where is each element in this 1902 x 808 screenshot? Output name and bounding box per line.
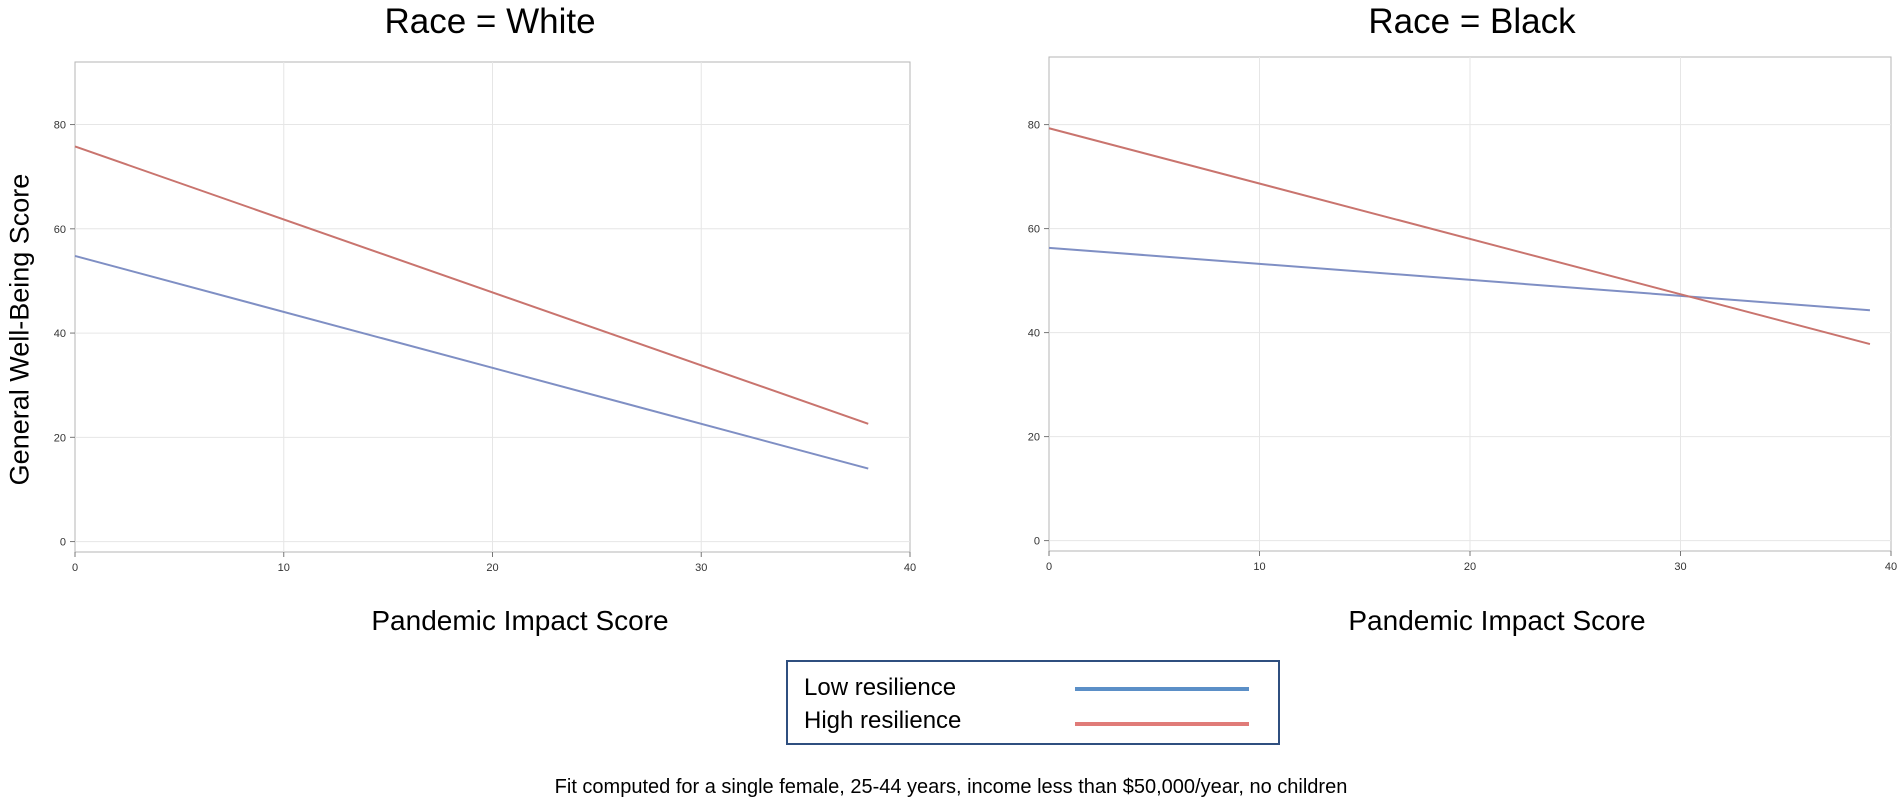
series-line-high-resilience-0 [74, 145, 869, 425]
x-tick-label-1-3: 30 [1674, 561, 1686, 573]
chart-title-white: Race = White [384, 2, 596, 41]
y-tick-label-0-2: 40 [54, 328, 66, 340]
y-tick-label-1-1: 20 [1028, 432, 1040, 444]
x-tick-label-0-4: 40 [904, 562, 916, 574]
series-line-low-resilience-1 [1048, 246, 1871, 312]
y-tick-label-1-0: 0 [1034, 536, 1040, 548]
legend-swatch-low [1075, 687, 1249, 691]
footnote: Fit computed for a single female, 25-44 … [554, 776, 1348, 798]
x-tick-label-1-2: 20 [1464, 561, 1476, 573]
x-tick-label-0-2: 20 [486, 562, 498, 574]
chart-title-black: Race = Black [1368, 2, 1576, 41]
legend-swatch-high [1075, 722, 1249, 726]
y-tick-label-1-4: 80 [1028, 120, 1040, 132]
y-tick-label-0-0: 0 [60, 537, 66, 549]
legend-label-high: High resilience [804, 707, 962, 734]
y-tick-label-0-1: 20 [54, 432, 66, 444]
y-tick-label-0-4: 80 [54, 120, 66, 132]
x-axis-label-black: Pandemic Impact Score [1348, 605, 1646, 636]
x-tick-label-0-1: 10 [278, 562, 290, 574]
y-tick-label-0-3: 60 [54, 224, 66, 236]
series-line-high-resilience-1 [1048, 127, 1871, 346]
legend-label-low: Low resilience [804, 674, 957, 701]
legend: Low resilience High resilience [786, 660, 1280, 745]
series-line-low-resilience-0 [74, 254, 869, 470]
x-tick-label-1-1: 10 [1253, 561, 1265, 573]
x-tick-label-1-0: 0 [1046, 561, 1052, 573]
x-tick-label-0-3: 30 [695, 562, 707, 574]
y-tick-label-1-3: 60 [1028, 224, 1040, 236]
x-tick-label-1-4: 40 [1885, 561, 1897, 573]
x-tick-label-0-0: 0 [72, 562, 78, 574]
y-tick-label-1-2: 40 [1028, 328, 1040, 340]
x-axis-label-white: Pandemic Impact Score [371, 605, 669, 636]
